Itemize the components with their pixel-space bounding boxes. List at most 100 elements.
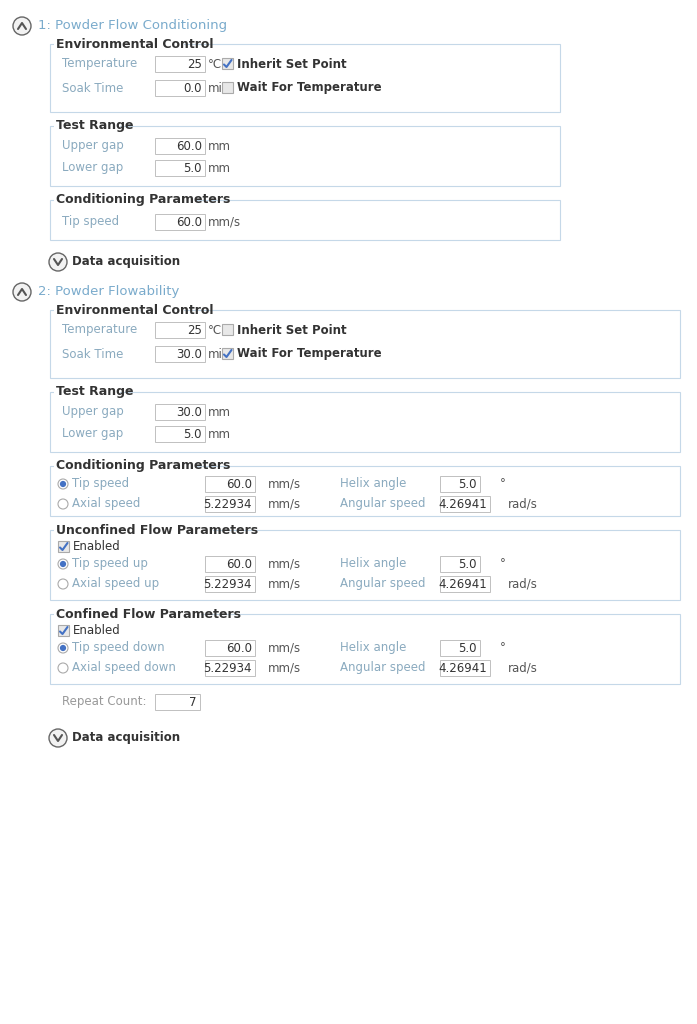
Text: 7: 7	[190, 695, 197, 709]
Bar	[155, 404, 205, 420]
Bar	[222, 82, 233, 93]
Text: Unconfined Flow Parameters: Unconfined Flow Parameters	[56, 523, 258, 537]
Text: mm/s: mm/s	[268, 662, 301, 675]
Text: 60.0: 60.0	[176, 139, 202, 153]
Bar	[54, 524, 213, 536]
Text: Angular speed: Angular speed	[340, 498, 425, 511]
Circle shape	[58, 579, 68, 589]
Text: Inherit Set Point: Inherit Set Point	[237, 57, 346, 71]
Text: 60.0: 60.0	[176, 215, 202, 228]
Text: Enabled: Enabled	[73, 624, 121, 637]
Text: rad/s: rad/s	[508, 662, 538, 675]
Bar	[440, 660, 490, 676]
Text: Tip speed down: Tip speed down	[72, 641, 164, 654]
Text: 2: Powder Flowability: 2: Powder Flowability	[38, 286, 179, 299]
Bar	[205, 476, 255, 492]
Bar	[222, 324, 233, 335]
Bar	[155, 160, 205, 176]
Text: Helix angle: Helix angle	[340, 557, 406, 570]
Text: Tip speed up: Tip speed up	[72, 557, 148, 570]
Text: Lower gap: Lower gap	[62, 427, 123, 440]
Text: Confined Flow Parameters: Confined Flow Parameters	[56, 607, 241, 621]
Text: Axial speed up: Axial speed up	[72, 578, 159, 591]
Bar	[205, 640, 255, 656]
Bar	[50, 44, 560, 112]
Bar	[54, 120, 120, 132]
Text: Repeat Count:: Repeat Count:	[62, 695, 146, 709]
Bar	[50, 530, 680, 600]
Circle shape	[58, 663, 68, 673]
Text: 5.0: 5.0	[459, 641, 477, 654]
Text: mm/s: mm/s	[208, 215, 241, 228]
Text: Soak Time: Soak Time	[62, 82, 123, 94]
Circle shape	[13, 283, 31, 301]
Bar	[50, 310, 680, 378]
Bar	[54, 386, 120, 398]
Text: 5.22934: 5.22934	[204, 578, 252, 591]
Bar	[54, 304, 184, 316]
Text: rad/s: rad/s	[508, 498, 538, 511]
Text: 5.0: 5.0	[459, 557, 477, 570]
Bar	[440, 556, 480, 572]
Text: Angular speed: Angular speed	[340, 578, 425, 591]
Bar	[155, 346, 205, 362]
Circle shape	[60, 481, 66, 487]
Bar	[155, 80, 205, 96]
Text: 30.0: 30.0	[176, 347, 202, 360]
Text: mm: mm	[208, 162, 231, 174]
Text: mm: mm	[208, 406, 231, 419]
Bar	[58, 541, 69, 552]
Text: Inherit Set Point: Inherit Set Point	[237, 324, 346, 337]
Text: Conditioning Parameters: Conditioning Parameters	[56, 460, 231, 472]
Text: 4.26941: 4.26941	[438, 578, 487, 591]
Text: 60.0: 60.0	[226, 557, 252, 570]
Bar	[50, 466, 680, 516]
Text: Temperature: Temperature	[62, 324, 137, 337]
Text: °: °	[500, 477, 506, 490]
Text: mm: mm	[208, 427, 231, 440]
Circle shape	[58, 499, 68, 509]
Text: 25: 25	[187, 324, 202, 337]
Text: 5.0: 5.0	[183, 427, 202, 440]
Text: Data acquisition: Data acquisition	[72, 256, 180, 268]
Text: Angular speed: Angular speed	[340, 662, 425, 675]
Bar	[50, 200, 560, 240]
Text: Data acquisition: Data acquisition	[72, 731, 180, 744]
Text: 0.0: 0.0	[183, 82, 202, 94]
Circle shape	[49, 253, 67, 271]
Circle shape	[58, 479, 68, 489]
Bar	[58, 625, 69, 636]
Text: Helix angle: Helix angle	[340, 641, 406, 654]
Bar	[205, 660, 255, 676]
Bar	[155, 214, 205, 230]
Bar	[440, 496, 490, 512]
Text: Environmental Control: Environmental Control	[56, 38, 213, 50]
Text: Enabled: Enabled	[73, 540, 121, 553]
Text: °: °	[500, 641, 506, 654]
Bar	[50, 126, 560, 186]
Bar	[205, 556, 255, 572]
Circle shape	[58, 643, 68, 653]
Text: 5.0: 5.0	[183, 162, 202, 174]
Text: Lower gap: Lower gap	[62, 162, 123, 174]
Text: 4.26941: 4.26941	[438, 498, 487, 511]
Bar	[440, 476, 480, 492]
Circle shape	[60, 645, 66, 651]
Text: Tip speed: Tip speed	[72, 477, 129, 490]
Text: 25: 25	[187, 57, 202, 71]
Text: Axial speed down: Axial speed down	[72, 662, 176, 675]
Circle shape	[60, 561, 66, 567]
Bar	[54, 38, 184, 50]
Bar	[205, 575, 255, 592]
Text: min: min	[208, 347, 231, 360]
Text: Helix angle: Helix angle	[340, 477, 406, 490]
Text: Conditioning Parameters: Conditioning Parameters	[56, 194, 231, 207]
Bar	[222, 58, 233, 69]
Text: Test Range: Test Range	[56, 385, 134, 398]
Text: rad/s: rad/s	[508, 578, 538, 591]
Bar	[205, 496, 255, 512]
Text: mm/s: mm/s	[268, 477, 301, 490]
Text: Upper gap: Upper gap	[62, 406, 124, 419]
Bar	[222, 348, 233, 359]
Text: 5.22934: 5.22934	[204, 662, 252, 675]
